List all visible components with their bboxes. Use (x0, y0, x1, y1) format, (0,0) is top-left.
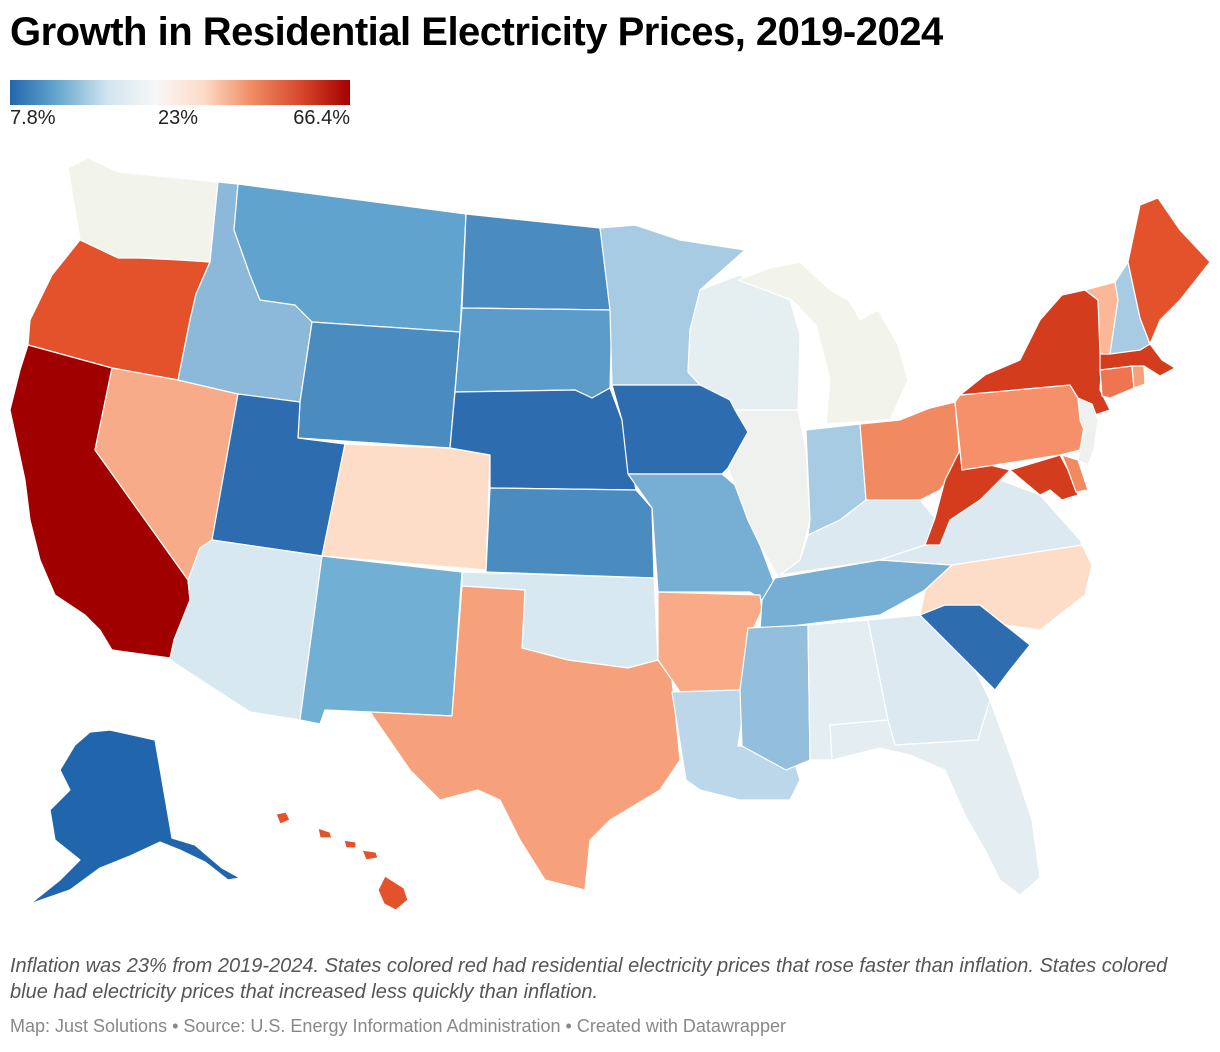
states-layer: Washington Oregon California Nevada Idah… (9, 157, 1211, 911)
state-new-jersey[interactable]: New Jersey (1077, 397, 1099, 466)
state-rhode-island[interactable]: Rhode Island (1131, 365, 1146, 389)
state-maine[interactable]: Maine (1127, 197, 1211, 345)
state-north-dakota[interactable]: North Dakota (461, 213, 613, 311)
chart-note: Inflation was 23% from 2019-2024. States… (10, 955, 1168, 1003)
state-maryland[interactable]: Maryland (1009, 454, 1079, 501)
chart-source: Map: Just Solutions • Source: U.S. Energ… (10, 1016, 786, 1036)
legend-max-label: 66.4% (293, 107, 350, 129)
state-connecticut[interactable]: Connecticut (1099, 365, 1135, 399)
state-alaska[interactable]: Alaska (29, 729, 241, 905)
legend-min-label: 7.8% (10, 107, 56, 129)
state-delaware[interactable]: Delaware (1061, 454, 1089, 493)
legend-mid-label: 23% (158, 107, 199, 129)
state-north-carolina[interactable]: North Carolina (919, 544, 1093, 631)
us-states-map: Washington Oregon California Nevada Idah… (9, 157, 1211, 911)
state-arizona[interactable]: Arizona (169, 539, 323, 721)
state-texas[interactable]: Texas (369, 585, 681, 891)
state-illinois[interactable]: Illinois (727, 409, 811, 581)
state-colorado[interactable]: Colorado (321, 443, 491, 571)
state-mississippi[interactable]: Mississippi (739, 624, 811, 771)
state-florida[interactable]: Florida (829, 699, 1041, 896)
state-kansas[interactable]: Kansas (485, 487, 655, 579)
state-wyoming[interactable]: Wyoming (297, 321, 461, 449)
state-hawaii[interactable]: Hawaii (275, 811, 409, 911)
state-new-mexico[interactable]: New Mexico (299, 555, 463, 725)
legend-gradient-bar (10, 80, 350, 105)
state-michigan[interactable]: Michigan (737, 261, 909, 425)
state-south-dakota[interactable]: South Dakota (454, 307, 613, 399)
legend-labels: 7.8% 23% 66.4% (10, 105, 350, 129)
color-legend: 7.8% 23% 66.4% (10, 80, 350, 129)
chart-title: Growth in Residential Electricity Prices… (10, 10, 943, 54)
